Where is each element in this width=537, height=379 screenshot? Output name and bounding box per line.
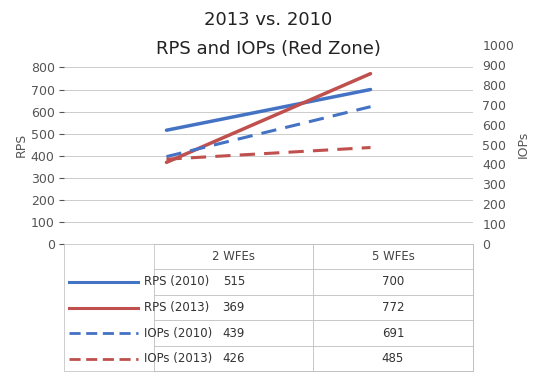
Text: IOPs (2010): IOPs (2010) xyxy=(144,327,212,340)
Text: IOPs (2013): IOPs (2013) xyxy=(144,352,212,365)
Text: 2013 vs. 2010: 2013 vs. 2010 xyxy=(205,11,332,29)
Text: RPS (2013): RPS (2013) xyxy=(144,301,209,314)
Text: RPS (2010): RPS (2010) xyxy=(144,276,209,288)
Y-axis label: IOPs: IOPs xyxy=(517,131,530,158)
Y-axis label: RPS: RPS xyxy=(15,132,28,157)
Text: RPS and IOPs (Red Zone): RPS and IOPs (Red Zone) xyxy=(156,40,381,58)
